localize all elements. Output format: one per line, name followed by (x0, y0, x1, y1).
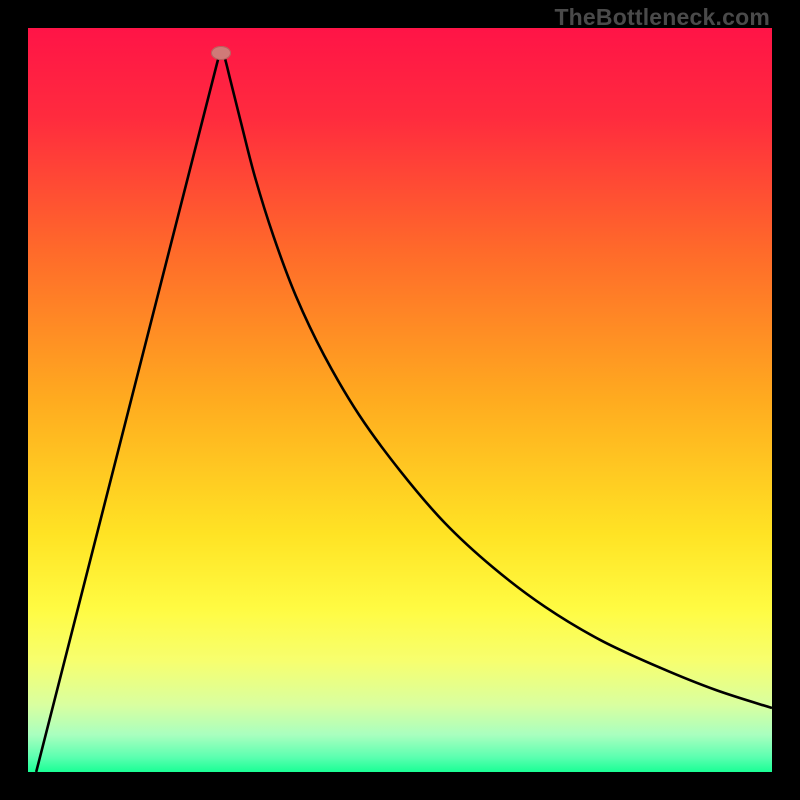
bottleneck-curve (36, 53, 772, 772)
min-point-marker (211, 46, 231, 60)
chart-container: TheBottleneck.com (0, 0, 800, 800)
plot-area (28, 28, 772, 772)
watermark-text: TheBottleneck.com (554, 4, 770, 31)
curve-layer (28, 28, 772, 772)
